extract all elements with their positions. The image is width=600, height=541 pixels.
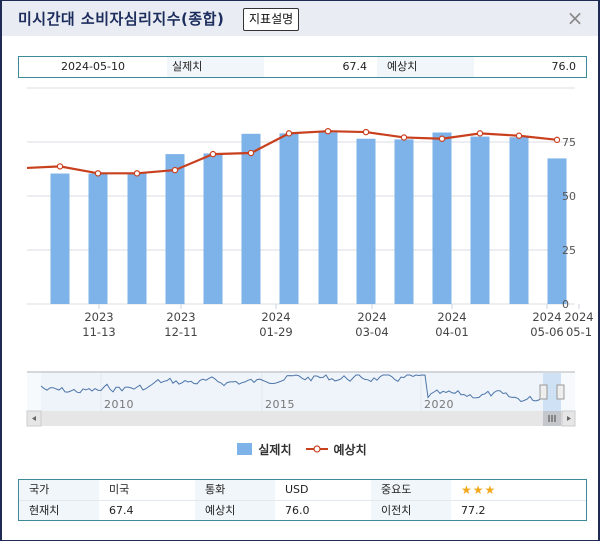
info-row-2: 현재치 67.4 예상치 76.0 이전치 77.2: [19, 500, 586, 520]
bar-swatch-icon: [237, 443, 253, 455]
svg-text:01-29: 01-29: [259, 325, 292, 339]
chart-grid: [27, 87, 575, 305]
svg-text:04-01: 04-01: [435, 325, 468, 339]
svg-text:2024: 2024: [261, 310, 290, 324]
legend-forecast-label: 예상치: [333, 442, 367, 457]
svg-text:05-1: 05-1: [566, 325, 592, 339]
currency-label: 통화: [195, 480, 275, 500]
chart-legend: 실제치 예상치: [2, 439, 600, 459]
release-date: 2024-05-10: [61, 60, 125, 73]
svg-text:2024: 2024: [564, 310, 593, 324]
svg-text:50: 50: [562, 190, 576, 203]
forecast-line: [26, 127, 561, 177]
info-row-1: 국가 미국 통화 USD 중요도 ★★★: [19, 480, 586, 500]
forecast-info-value: 76.0: [285, 504, 310, 517]
forecast-label: 예상치: [377, 57, 474, 77]
svg-text:11-13: 11-13: [82, 325, 115, 339]
navigator-right-handle[interactable]: [556, 384, 565, 400]
window-title: 미시간대 소비자심리지수(종합): [18, 10, 225, 28]
latest-release-summary: 2024-05-10 실제치 67.4 예상치 76.0: [18, 56, 587, 78]
country-label: 국가: [19, 480, 99, 500]
svg-text:05-06: 05-06: [530, 325, 563, 339]
svg-text:2024: 2024: [532, 310, 561, 324]
line-marker-icon: [305, 445, 328, 453]
importance-value: ★★★: [451, 480, 586, 500]
navigator-scrollbar[interactable]: [26, 410, 576, 427]
svg-text:2010: 2010: [104, 398, 134, 411]
navigator-left-handle[interactable]: [539, 384, 548, 400]
current-value: 67.4: [109, 504, 134, 517]
forecast-value: 76.0: [551, 60, 577, 73]
svg-text:2015: 2015: [265, 398, 295, 411]
indicator-info-table: 국가 미국 통화 USD 중요도 ★★★ 현재치 67.4 예상치 76.0 이…: [18, 479, 587, 521]
previous-value: 77.2: [461, 504, 486, 517]
close-icon[interactable]: ×: [566, 6, 584, 30]
svg-text:2023: 2023: [84, 310, 113, 324]
y-axis-labels: 0 25 50 75: [562, 136, 576, 311]
currency-value: USD: [285, 483, 309, 496]
title-bar: 미시간대 소비자심리지수(종합) 지표설명 ×: [2, 1, 598, 36]
svg-text:2024: 2024: [437, 310, 466, 324]
svg-text:25: 25: [562, 244, 576, 257]
svg-text:75: 75: [562, 136, 576, 149]
svg-text:12-11: 12-11: [164, 325, 197, 339]
svg-text:2024: 2024: [357, 310, 386, 324]
svg-text:2020: 2020: [424, 398, 454, 411]
star-rating-icon: ★★★: [461, 483, 497, 497]
x-axis-labels: 202311-13202312-11202401-29202403-042024…: [82, 304, 594, 339]
forecast-info-label: 예상치: [195, 501, 275, 520]
indicator-description-button[interactable]: 지표설명: [243, 8, 300, 31]
legend-forecast[interactable]: 예상치: [305, 441, 367, 458]
country-value: 미국: [109, 483, 130, 496]
importance-label: 중요도: [371, 480, 451, 500]
actual-label: 실제치: [167, 57, 264, 77]
svg-text:2023: 2023: [166, 310, 195, 324]
legend-actual[interactable]: 실제치: [237, 441, 292, 458]
svg-text:0: 0: [562, 298, 569, 311]
range-navigator[interactable]: 2010 2015 2020: [27, 371, 575, 424]
current-label: 현재치: [19, 501, 99, 520]
previous-label: 이전치: [371, 501, 451, 520]
actual-value: 67.4: [342, 60, 368, 73]
legend-actual-label: 실제치: [258, 442, 292, 457]
svg-text:03-04: 03-04: [355, 325, 388, 339]
actual-bars: [50, 132, 567, 304]
